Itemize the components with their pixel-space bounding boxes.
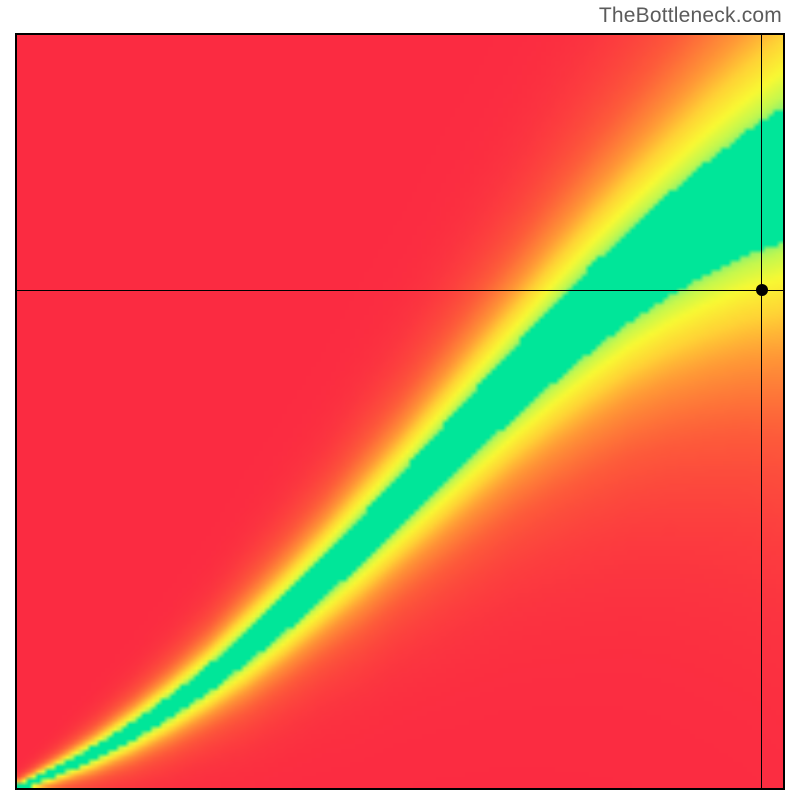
watermark-text: TheBottleneck.com: [599, 4, 782, 28]
crosshair-horizontal: [17, 290, 783, 292]
heatmap-canvas: [17, 35, 783, 788]
bottleneck-heatmap-plot: [15, 33, 785, 790]
crosshair-marker-dot: [756, 284, 768, 296]
canvas-container: [17, 35, 783, 788]
crosshair-vertical: [761, 35, 763, 788]
